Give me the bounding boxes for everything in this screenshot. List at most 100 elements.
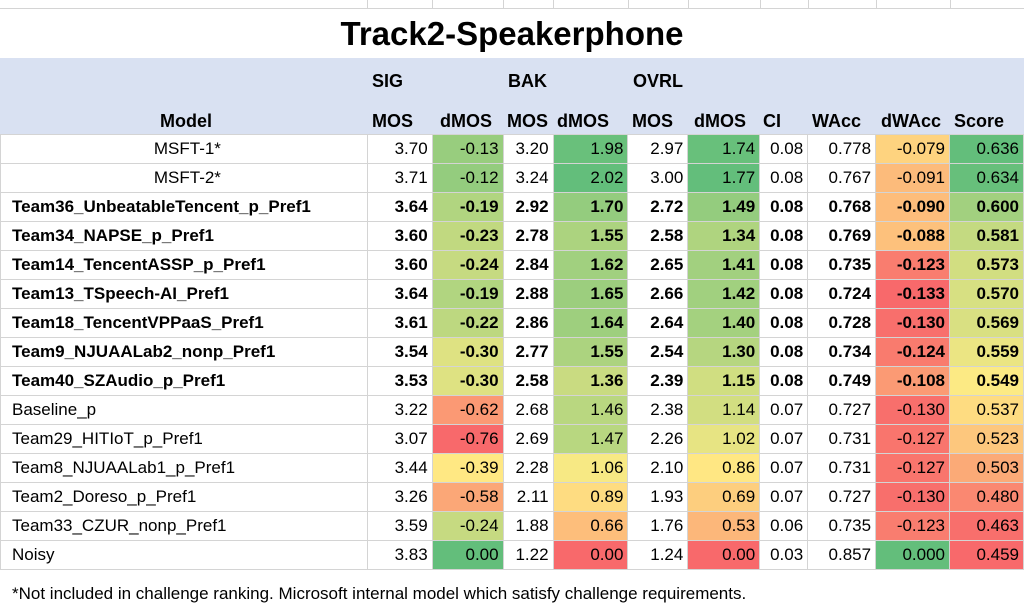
cell-ci: 0.07 — [759, 424, 809, 454]
cell-ovrl-mos: 2.10 — [627, 453, 689, 483]
header-score: Score — [954, 111, 1005, 131]
cell-sig-mos: 3.44 — [366, 453, 433, 483]
cell-dwacc: -0.108 — [875, 366, 951, 396]
cell-ovrl-mos: 2.38 — [627, 395, 689, 425]
sheet-grid-top — [0, 0, 1024, 9]
cell-wacc: 0.857 — [807, 540, 877, 570]
cell-sig-dmos: -0.19 — [431, 192, 504, 222]
cell-ovrl-dmos: 1.74 — [687, 134, 761, 164]
cell-sig-mos: 3.60 — [366, 250, 433, 280]
cell-wacc: 0.767 — [807, 163, 877, 193]
cell-ovrl-dmos: 1.14 — [687, 395, 761, 425]
cell-score: 0.463 — [949, 511, 1024, 541]
header-dwacc: dWAcc — [881, 111, 942, 131]
cell-wacc: 0.735 — [807, 511, 877, 541]
header-sig-mos: MOS — [372, 111, 414, 131]
cell-ci: 0.08 — [759, 250, 809, 280]
cell-wacc: 0.728 — [807, 308, 877, 338]
cell-sig-dmos: 0.00 — [431, 540, 504, 570]
header-model: Model — [160, 111, 212, 131]
cell-model: Noisy — [0, 540, 368, 570]
cell-bak-dmos: 0.00 — [552, 540, 629, 570]
cell-ovrl-mos: 2.54 — [627, 337, 689, 367]
cell-bak-mos: 1.22 — [502, 540, 554, 570]
cell-ovrl-dmos: 0.86 — [687, 453, 761, 483]
cell-ci: 0.07 — [759, 482, 809, 512]
cell-sig-mos: 3.83 — [366, 540, 433, 570]
cell-sig-dmos: -0.62 — [431, 395, 504, 425]
cell-ci: 0.08 — [759, 308, 809, 338]
table-row: Team34_NAPSE_p_Pref1 3.60 -0.23 2.78 1.55 2.5… — [0, 221, 1024, 251]
cell-ci: 0.08 — [759, 337, 809, 367]
cell-sig-mos: 3.22 — [366, 395, 433, 425]
header-ovrl-mos: MOS — [632, 111, 674, 131]
header-ovrl-dmos: dMOS — [694, 111, 746, 131]
cell-score: 0.503 — [949, 453, 1024, 483]
cell-sig-mos: 3.71 — [366, 163, 433, 193]
cell-sig-mos: 3.07 — [366, 424, 433, 454]
cell-sig-dmos: -0.19 — [431, 279, 504, 309]
table-row: Team33_CZUR_nonp_Pref1 3.59 -0.24 1.88 0.66 1… — [0, 511, 1024, 541]
cell-wacc: 0.731 — [807, 453, 877, 483]
cell-model: MSFT-2* — [0, 163, 368, 193]
cell-score: 0.523 — [949, 424, 1024, 454]
cell-model: Team9_NJUAALab2_nonp_Pref1 — [0, 337, 368, 367]
cell-wacc: 0.749 — [807, 366, 877, 396]
cell-wacc: 0.769 — [807, 221, 877, 251]
cell-bak-dmos: 0.66 — [552, 511, 629, 541]
cell-wacc: 0.731 — [807, 424, 877, 454]
cell-ci: 0.08 — [759, 163, 809, 193]
table-row: Team14_TencentASSP_p_Pref1 3.60 -0.24 2.84 1… — [0, 250, 1024, 280]
cell-bak-mos: 2.92 — [502, 192, 554, 222]
cell-ci: 0.08 — [759, 279, 809, 309]
cell-model: MSFT-1* — [0, 134, 368, 164]
cell-sig-dmos: -0.58 — [431, 482, 504, 512]
header-group-ovrl: OVRL — [633, 71, 684, 91]
cell-sig-mos: 3.61 — [366, 308, 433, 338]
cell-ovrl-dmos: 1.15 — [687, 366, 761, 396]
cell-score: 0.480 — [949, 482, 1024, 512]
cell-bak-dmos: 1.36 — [552, 366, 629, 396]
cell-dwacc: -0.123 — [875, 511, 951, 541]
cell-ovrl-dmos: 1.02 — [687, 424, 761, 454]
table-row: Baseline_p 3.22 -0.62 2.68 1.46 2.38 1.14 0.07 0… — [0, 395, 1024, 425]
cell-bak-dmos: 1.62 — [552, 250, 629, 280]
cell-sig-dmos: -0.23 — [431, 221, 504, 251]
cell-sig-mos: 3.70 — [366, 134, 433, 164]
cell-dwacc: -0.124 — [875, 337, 951, 367]
cell-bak-mos: 2.84 — [502, 250, 554, 280]
cell-bak-mos: 2.77 — [502, 337, 554, 367]
cell-sig-dmos: -0.24 — [431, 250, 504, 280]
cell-ovrl-dmos: 1.41 — [687, 250, 761, 280]
cell-bak-mos: 2.78 — [502, 221, 554, 251]
cell-dwacc: -0.088 — [875, 221, 951, 251]
cell-ci: 0.07 — [759, 395, 809, 425]
cell-bak-mos: 3.20 — [502, 134, 554, 164]
table-row: Team36_UnbeatableTencent_p_Pref1 3.64 -0.1… — [0, 192, 1024, 222]
cell-score: 0.559 — [949, 337, 1024, 367]
cell-model: Team13_TSpeech-AI_Pref1 — [0, 279, 368, 309]
cell-dwacc: -0.130 — [875, 482, 951, 512]
cell-ovrl-dmos: 1.77 — [687, 163, 761, 193]
cell-model: Team2_Doreso_p_Pref1 — [0, 482, 368, 512]
header-wacc: WAcc — [812, 111, 862, 131]
table-row: Team9_NJUAALab2_nonp_Pref1 3.54 -0.30 2.77 1… — [0, 337, 1024, 367]
header-bak-dmos: dMOS — [557, 111, 609, 131]
cell-ci: 0.07 — [759, 453, 809, 483]
cell-ci: 0.08 — [759, 221, 809, 251]
table-row: Team13_TSpeech-AI_Pref1 3.64 -0.19 2.88 1.65… — [0, 279, 1024, 309]
cell-bak-dmos: 1.55 — [552, 337, 629, 367]
cell-wacc: 0.727 — [807, 482, 877, 512]
cell-bak-mos: 2.69 — [502, 424, 554, 454]
cell-score: 0.459 — [949, 540, 1024, 570]
cell-ci: 0.03 — [759, 540, 809, 570]
cell-wacc: 0.724 — [807, 279, 877, 309]
cell-ovrl-dmos: 1.42 — [687, 279, 761, 309]
cell-ovrl-dmos: 1.40 — [687, 308, 761, 338]
cell-bak-mos: 3.24 — [502, 163, 554, 193]
cell-ovrl-mos: 2.65 — [627, 250, 689, 280]
results-table: MSFT-1* 3.70 -0.13 3.20 1.98 2.97 1.74 0.08 0.77… — [0, 134, 1024, 570]
cell-ovrl-dmos: 0.53 — [687, 511, 761, 541]
header-sig-dmos: dMOS — [440, 111, 492, 131]
table-row: Team29_HITIoT_p_Pref1 3.07 -0.76 2.69 1.47 2.… — [0, 424, 1024, 454]
